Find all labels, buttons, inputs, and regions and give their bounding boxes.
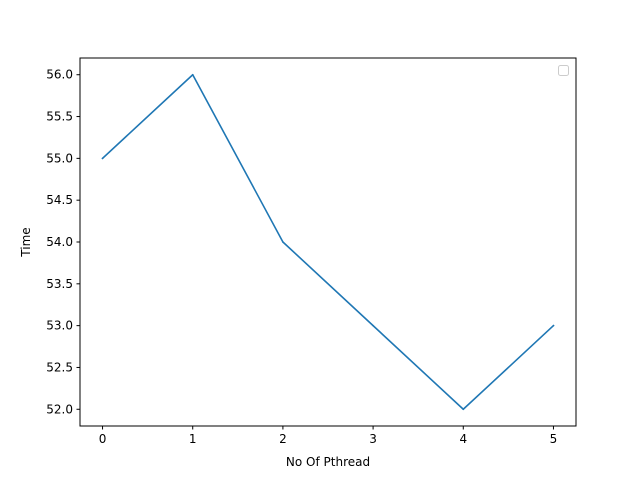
x-tick-label: 5 (550, 432, 558, 446)
plot-frame (79, 57, 577, 427)
y-axis-ticks: 52.0 52.5 53.0 53.5 54.0 54.5 55.0 55.5 56.0 (46, 68, 80, 416)
data-point (462, 408, 465, 411)
y-axis-label: Time (19, 227, 33, 257)
data-point (282, 241, 284, 243)
y-tick-label: 54.5 (46, 193, 73, 207)
y-tick-label: 52.0 (46, 402, 73, 416)
x-tick-label: 0 (99, 432, 107, 446)
series-line-0 (101, 73, 555, 411)
y-tick-label: 55.5 (46, 110, 73, 124)
data-point (552, 324, 555, 327)
series-layer (101, 73, 555, 411)
x-axis-label: No Of Pthread (286, 455, 370, 469)
y-tick-label: 56.0 (46, 68, 73, 82)
y-tick-label: 53.5 (46, 277, 73, 291)
y-tick-label: 52.5 (46, 360, 73, 374)
data-point (101, 157, 104, 160)
y-tick-label: 55.0 (46, 151, 73, 165)
data-point (191, 73, 194, 76)
x-tick-label: 3 (369, 432, 377, 446)
x-tick-label: 2 (279, 432, 287, 446)
y-tick-label: 53.0 (46, 319, 73, 333)
legend-box (558, 65, 569, 76)
x-tick-label: 4 (459, 432, 467, 446)
x-axis-ticks: 0 1 2 3 4 5 (99, 426, 558, 446)
data-point (372, 324, 374, 327)
y-tick-label: 54.0 (46, 235, 73, 249)
x-tick-label: 1 (189, 432, 197, 446)
